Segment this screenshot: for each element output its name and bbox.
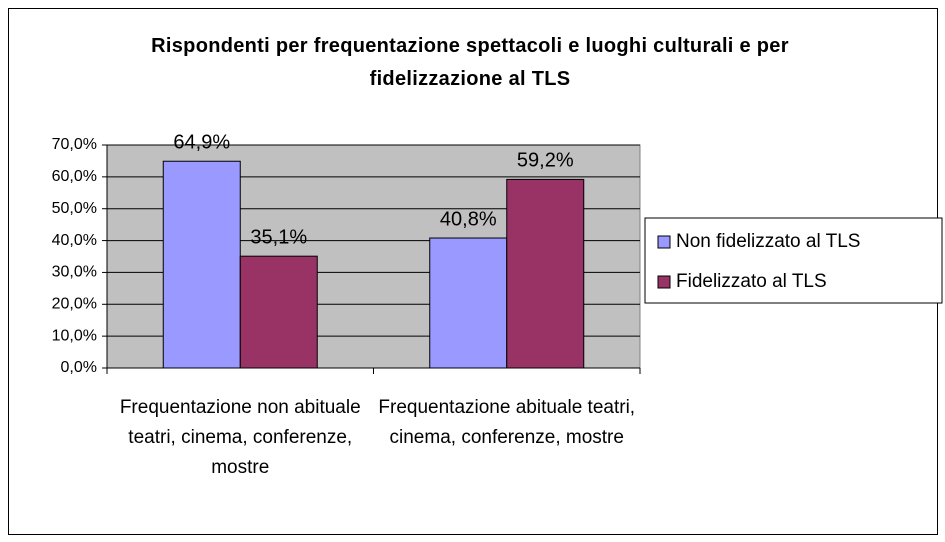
- y-tick-label: 60,0%: [52, 168, 97, 185]
- y-tick-label: 50,0%: [52, 200, 97, 217]
- bar: [162, 160, 241, 369]
- value-label: 59,2%: [517, 150, 574, 172]
- legend-swatch: [657, 235, 671, 249]
- y-tick-label: 20,0%: [52, 296, 97, 313]
- y-tick-label: 10,0%: [52, 327, 97, 344]
- bar: [506, 178, 585, 369]
- legend-label: Fidelizzato al TLS: [676, 271, 827, 292]
- chart-title: Rispondenti per frequentazione spettacol…: [151, 35, 789, 90]
- y-tick-label: 40,0%: [52, 232, 97, 249]
- y-tick-label: 30,0%: [52, 264, 97, 281]
- value-label: 40,8%: [440, 208, 497, 230]
- legend-swatch: [657, 275, 671, 289]
- value-label: 64,9%: [173, 132, 230, 154]
- bar: [239, 255, 318, 369]
- legend-box: [644, 217, 943, 304]
- y-tick-label: 0,0%: [61, 359, 97, 376]
- legend-label: Non fidelizzato al TLS: [676, 231, 860, 252]
- value-label: 35,1%: [250, 226, 307, 248]
- x-tick-label: Frequentazione non abituale teatri, cine…: [119, 397, 361, 478]
- y-tick-label: 70,0%: [52, 136, 97, 153]
- x-tick-label: Frequentazione abituale teatri, cinema, …: [378, 397, 636, 448]
- bar: [429, 237, 508, 369]
